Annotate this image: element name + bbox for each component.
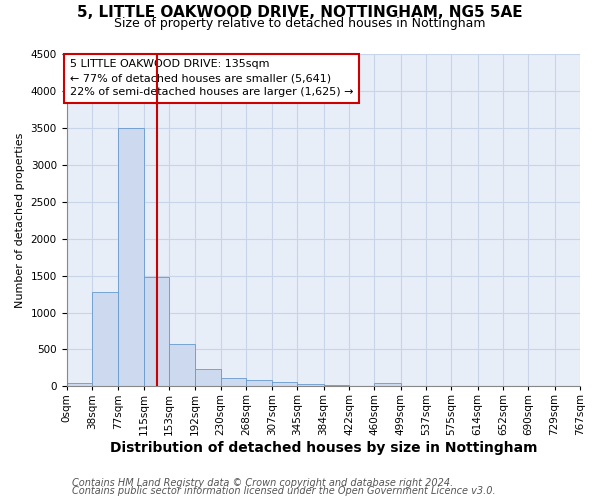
- Y-axis label: Number of detached properties: Number of detached properties: [15, 132, 25, 308]
- Bar: [195, 368, 221, 386]
- Bar: [246, 380, 272, 386]
- Bar: [221, 378, 246, 386]
- Bar: [143, 277, 169, 386]
- Bar: [272, 382, 298, 386]
- Bar: [92, 292, 118, 386]
- X-axis label: Distribution of detached houses by size in Nottingham: Distribution of detached houses by size …: [110, 441, 537, 455]
- Bar: [67, 384, 92, 386]
- Text: Size of property relative to detached houses in Nottingham: Size of property relative to detached ho…: [114, 18, 486, 30]
- Bar: [118, 128, 143, 386]
- Text: Contains public sector information licensed under the Open Government Licence v3: Contains public sector information licen…: [72, 486, 496, 496]
- Bar: [298, 384, 323, 386]
- Bar: [374, 382, 401, 386]
- Text: Contains HM Land Registry data © Crown copyright and database right 2024.: Contains HM Land Registry data © Crown c…: [72, 478, 453, 488]
- Bar: [169, 344, 195, 387]
- Text: 5 LITTLE OAKWOOD DRIVE: 135sqm
← 77% of detached houses are smaller (5,641)
22% : 5 LITTLE OAKWOOD DRIVE: 135sqm ← 77% of …: [70, 59, 353, 97]
- Text: 5, LITTLE OAKWOOD DRIVE, NOTTINGHAM, NG5 5AE: 5, LITTLE OAKWOOD DRIVE, NOTTINGHAM, NG5…: [77, 5, 523, 20]
